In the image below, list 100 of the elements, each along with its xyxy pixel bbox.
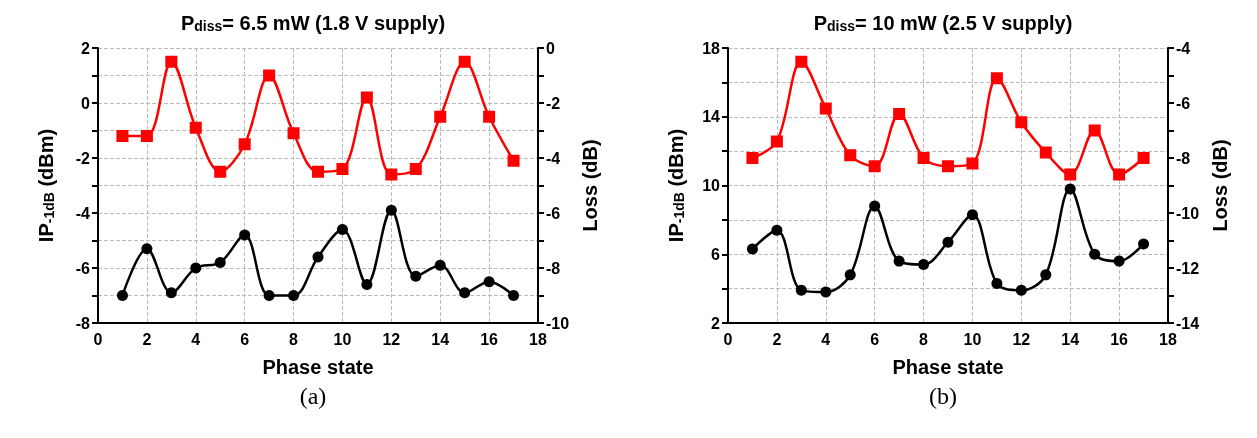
point <box>770 135 783 148</box>
point <box>990 72 1003 85</box>
point <box>795 55 808 68</box>
point <box>771 224 783 236</box>
point <box>507 154 520 167</box>
point <box>459 287 471 299</box>
point <box>190 262 202 274</box>
y-tick-label: -2 <box>75 149 91 167</box>
y2-tick-label: -2 <box>546 94 561 112</box>
point <box>1138 238 1150 250</box>
x-tick-label: 18 <box>529 330 547 348</box>
point <box>312 165 324 178</box>
point <box>410 270 422 282</box>
point <box>189 121 202 134</box>
text: (a) <box>299 383 327 410</box>
point <box>918 259 930 271</box>
y2-tick-label: -12 <box>1176 259 1200 277</box>
point <box>844 149 857 162</box>
x-tick-label: 8 <box>919 330 929 348</box>
point <box>165 287 177 299</box>
point <box>483 276 495 288</box>
point <box>942 236 954 248</box>
point <box>966 209 978 221</box>
point <box>1015 284 1027 296</box>
point <box>214 165 227 178</box>
x-tick-label: 8 <box>289 330 299 348</box>
x-tick-label: 0 <box>723 330 733 348</box>
y-tick-label: -4 <box>75 204 91 222</box>
y-tick-label: 2 <box>711 314 721 332</box>
x-axis-title: Phase state <box>262 356 374 378</box>
point <box>287 127 300 140</box>
point <box>844 269 856 281</box>
point <box>942 160 954 173</box>
y-tick-label: -6 <box>75 259 91 277</box>
point <box>239 229 251 241</box>
point <box>360 91 373 104</box>
x-tick-label: 4 <box>821 330 831 348</box>
point <box>991 277 1003 289</box>
point <box>1064 183 1076 195</box>
point <box>1089 248 1101 260</box>
point <box>917 152 930 164</box>
y2-tick-label: -4 <box>1176 39 1191 57</box>
y2-tick-label: -10 <box>1176 204 1200 222</box>
x-tick-label: 2 <box>772 330 782 348</box>
point <box>140 130 153 142</box>
x-tick-label: 16 <box>480 330 499 348</box>
point <box>385 204 397 216</box>
x-tick-label: 18 <box>1159 330 1177 348</box>
x-tick-label: 16 <box>1110 330 1129 348</box>
y2-tick-label: -8 <box>546 259 561 277</box>
y2-axis-title: Loss (dB) <box>579 139 602 232</box>
point <box>458 55 471 68</box>
point <box>1113 255 1125 267</box>
point <box>238 138 251 151</box>
point <box>312 251 324 263</box>
point <box>966 157 979 170</box>
point <box>893 255 905 267</box>
point <box>893 108 906 120</box>
point <box>116 290 128 301</box>
point <box>869 200 881 212</box>
point <box>409 163 422 175</box>
y-tick-label: 10 <box>702 177 721 194</box>
x-axis-title: Phase state <box>892 356 1004 378</box>
point <box>165 55 178 68</box>
point <box>263 69 276 82</box>
point <box>483 110 496 123</box>
point <box>819 102 832 115</box>
chart-title: Pdiss= 10 mW (2.5 V supply) <box>813 12 1073 34</box>
point <box>1088 124 1101 137</box>
point <box>336 163 349 175</box>
point <box>508 290 520 301</box>
y2-axis-title: Loss (dB) <box>1209 139 1232 232</box>
y2-tick-label: -8 <box>1176 149 1191 167</box>
chart-title: Pdiss= 6.5 mW (1.8 V supply) <box>180 12 446 34</box>
point <box>336 224 348 235</box>
point <box>868 160 881 173</box>
x-tick-label: 0 <box>93 330 103 348</box>
point <box>1039 146 1052 159</box>
point <box>795 284 807 296</box>
point <box>385 168 398 181</box>
x-tick-label: 6 <box>240 330 250 348</box>
y-tick-label: -8 <box>75 314 91 332</box>
x-tick-label: 14 <box>431 330 450 348</box>
x-tick-label: 14 <box>1061 330 1080 348</box>
text: (b) <box>929 383 957 410</box>
x-tick-label: 6 <box>870 330 880 348</box>
point <box>1040 269 1052 281</box>
point <box>1113 168 1126 181</box>
x-tick-label: 12 <box>382 330 401 348</box>
y2-tick-label: 0 <box>546 39 555 57</box>
point <box>434 110 447 123</box>
y-tick-label: 18 <box>702 39 721 57</box>
x-tick-label: 12 <box>1012 330 1031 348</box>
y-tick-label: 14 <box>702 108 721 126</box>
x-tick-label: 4 <box>191 330 201 348</box>
point <box>1137 152 1150 164</box>
point <box>1015 116 1028 129</box>
point <box>820 286 832 298</box>
point <box>288 290 300 301</box>
x-tick-label: 10 <box>963 330 982 348</box>
